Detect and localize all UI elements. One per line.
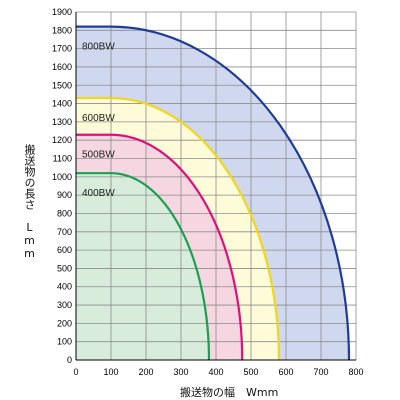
y-tick-label: 1500	[52, 80, 72, 90]
y-tick-label: 1100	[53, 154, 72, 164]
series-label-800BW: 800BW	[82, 42, 115, 53]
y-tick-label: 1200	[52, 135, 72, 145]
x-tick-label: 400	[208, 367, 223, 377]
series-line-400BW	[76, 172, 211, 361]
y-tick-label: 1800	[52, 25, 72, 35]
x-tick-label: 0	[73, 367, 78, 377]
y-tick-label: 1600	[52, 62, 72, 72]
y-tick-label: 100	[57, 337, 72, 347]
y-tick-label: 900	[57, 190, 72, 200]
x-axis-label: 搬送物の幅 Wmm	[180, 386, 279, 399]
series-line-500BW	[76, 133, 244, 361]
x-tick-labels: 0 100 200 300 400 500 600 700 800	[73, 367, 363, 377]
y-tick-label: 400	[57, 282, 72, 292]
series-curves	[76, 25, 351, 361]
x-tick-label: 100	[103, 367, 118, 377]
y-tick-label: 500	[57, 263, 72, 273]
x-tick-label: 500	[243, 367, 258, 377]
x-tick-label: 700	[313, 367, 328, 377]
y-tick-label: 1000	[52, 172, 72, 182]
y-tick-label: 800	[57, 208, 72, 218]
y-tick-label: 1400	[52, 99, 72, 109]
x-tick-label: 600	[278, 367, 293, 377]
series-line-600BW	[76, 96, 281, 361]
y-tick-label: 0	[67, 355, 72, 365]
series-label-500BW: 500BW	[82, 150, 115, 161]
y-tick-label: 200	[57, 318, 72, 328]
y-tick-label: 600	[57, 245, 72, 255]
y-tick-label: 300	[57, 300, 72, 310]
y-tick-label: 1700	[52, 44, 72, 54]
series-labels: 800BW 600BW 500BW 400BW	[82, 42, 115, 200]
series-line-800BW	[76, 25, 351, 361]
x-tick-label: 800	[348, 367, 363, 377]
series-areas	[76, 26, 349, 361]
series-label-600BW: 600BW	[82, 113, 115, 124]
y-axis-label: 搬送物の長さ Lmm	[23, 144, 36, 260]
x-tick-label: 200	[138, 367, 153, 377]
x-tick-label: 300	[173, 367, 188, 377]
series-label-400BW: 400BW	[82, 188, 115, 199]
y-tick-label: 1300	[52, 117, 72, 127]
y-tick-labels: 0 100 200 300 400 500 600 700 800 900 1000 1100 1200…	[52, 7, 72, 365]
y-tick-label: 700	[57, 227, 72, 237]
y-tick-label: 1900	[52, 7, 72, 17]
